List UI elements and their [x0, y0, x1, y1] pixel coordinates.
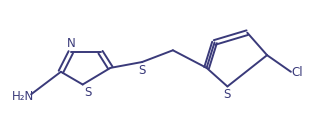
Text: S: S: [224, 88, 231, 101]
Text: S: S: [138, 64, 146, 77]
Text: Cl: Cl: [292, 66, 303, 79]
Text: N: N: [66, 37, 75, 50]
Text: S: S: [85, 86, 92, 100]
Text: H₂N: H₂N: [12, 90, 34, 103]
